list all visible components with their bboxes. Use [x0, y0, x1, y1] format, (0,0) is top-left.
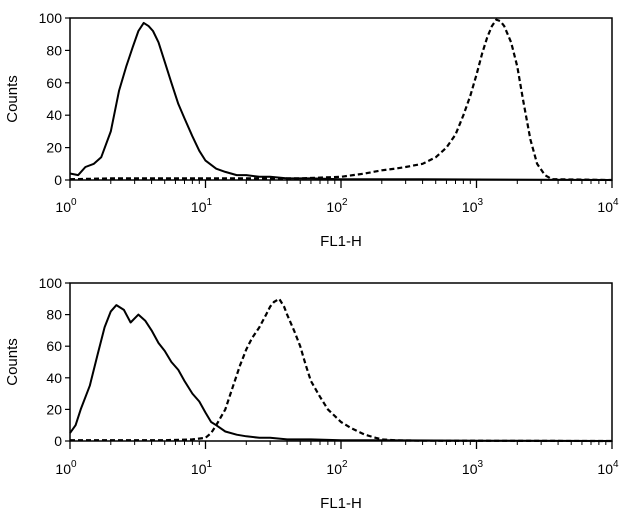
- bottom-x-axis-label: FL1-H: [320, 495, 362, 512]
- y-tick-label: 80: [46, 307, 62, 323]
- y-tick-label: 20: [46, 401, 62, 417]
- top-plot-frame: [69, 17, 613, 181]
- x-tick-label: 104: [597, 197, 619, 215]
- top-series-group: [69, 18, 613, 182]
- dashed-histogram-line: [69, 18, 613, 182]
- x-tick-label: 101: [191, 459, 213, 477]
- x-tick-label: 104: [597, 459, 619, 477]
- top-x-axis-label: FL1-H: [320, 233, 362, 250]
- bottom-histogram-panel: 0 20 40 60 80 100 100 101 102 103 104 Counts FL1-…: [4, 275, 619, 512]
- bottom-plot-frame: [69, 282, 613, 442]
- x-tick-label: 101: [191, 197, 213, 215]
- bottom-series-group: [69, 297, 613, 443]
- top-y-axis-label: Counts: [4, 75, 21, 123]
- dashed-histogram-line: [70, 297, 613, 443]
- bottom-y-axis-label: Counts: [4, 338, 21, 386]
- x-tick-label: 102: [326, 459, 348, 477]
- solid-histogram-line: [69, 21, 613, 181]
- y-tick-label: 40: [46, 107, 62, 123]
- y-tick-label: 80: [46, 42, 62, 58]
- x-tick-label: 100: [55, 459, 77, 477]
- x-tick-label: 103: [462, 197, 484, 215]
- x-tick-label: 103: [462, 459, 484, 477]
- top-y-ticks: 0 20 40 60 80 100: [39, 10, 70, 188]
- x-tick-label: 102: [326, 197, 348, 215]
- x-tick-label: 100: [55, 197, 77, 215]
- top-x-ticks: 100 101 102 103 104: [55, 180, 619, 215]
- y-tick-label: 40: [46, 370, 62, 386]
- y-tick-label: 60: [46, 75, 62, 91]
- y-tick-label: 100: [39, 275, 63, 291]
- y-tick-label: 60: [46, 338, 62, 354]
- solid-histogram-line: [69, 304, 613, 442]
- bottom-x-ticks: 100 101 102 103 104: [55, 441, 619, 477]
- bottom-y-ticks: 0 20 40 60 80 100: [39, 275, 70, 449]
- y-tick-label: 20: [46, 140, 62, 156]
- top-histogram-panel: 0 20 40 60 80 100 100 101 102 103 104 Counts FL1-…: [4, 10, 619, 250]
- y-tick-label: 0: [54, 433, 62, 449]
- y-tick-label: 100: [39, 10, 63, 26]
- y-tick-label: 0: [54, 172, 62, 188]
